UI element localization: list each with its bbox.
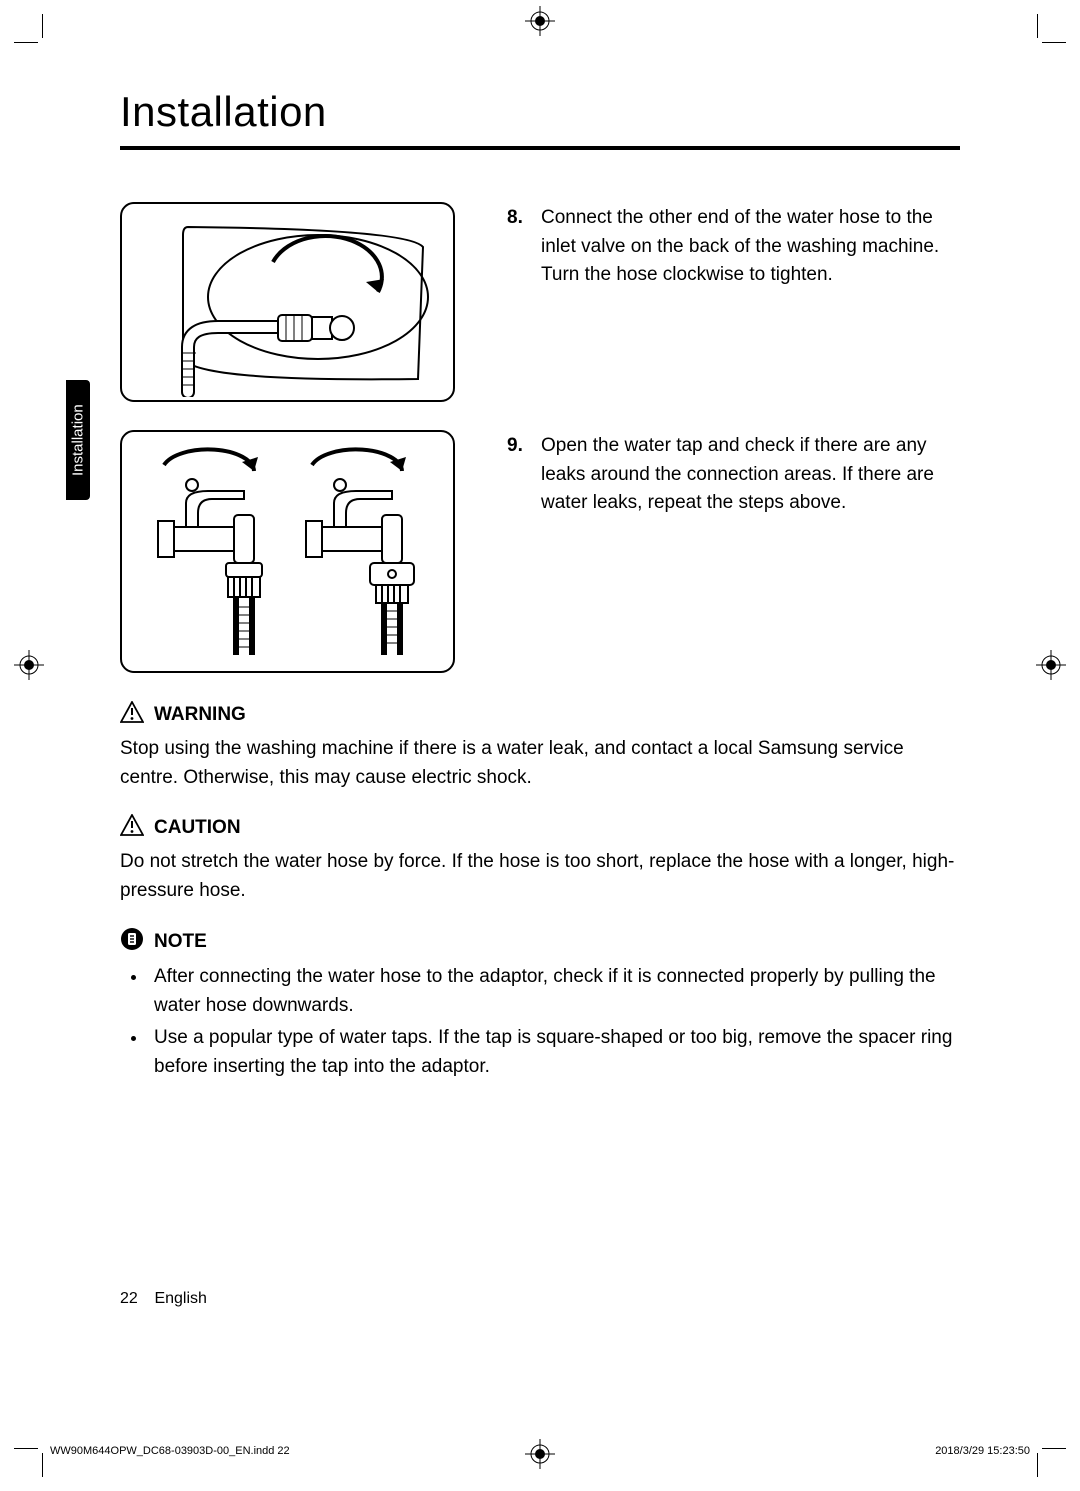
page-footer: 22 English	[120, 1290, 207, 1308]
registration-mark-icon	[525, 1439, 555, 1469]
registration-mark-icon	[525, 6, 555, 36]
warning-icon	[120, 701, 144, 729]
note-label: NOTE	[154, 931, 207, 953]
note-item: After connecting the water hose to the a…	[148, 963, 960, 1020]
note-list: After connecting the water hose to the a…	[120, 963, 960, 1081]
figure-water-taps	[120, 430, 455, 673]
page-title: Installation	[120, 88, 960, 150]
step-number: 8.	[507, 204, 529, 402]
note-item: Use a popular type of water taps. If the…	[148, 1024, 960, 1081]
registration-mark-icon	[14, 650, 44, 680]
figure-hose-to-inlet	[120, 202, 455, 402]
note-heading: NOTE	[120, 927, 960, 957]
caution-icon	[120, 814, 144, 842]
caution-heading: CAUTION	[120, 814, 960, 842]
step-body: Open the water tap and check if there ar…	[541, 432, 960, 673]
registration-mark-icon	[1036, 650, 1066, 680]
warning-body: Stop using the washing machine if there …	[120, 735, 960, 792]
warning-label: WARNING	[154, 704, 246, 726]
page-number: 22	[120, 1290, 150, 1308]
note-icon	[120, 927, 144, 957]
step-9: 9. Open the water tap and check if there…	[120, 430, 960, 673]
imprint-right: 2018/3/29 15:23:50	[935, 1445, 1030, 1457]
caution-label: CAUTION	[154, 817, 241, 839]
page-language: English	[154, 1290, 206, 1307]
warning-heading: WARNING	[120, 701, 960, 729]
imprint-left: WW90M644OPW_DC68-03903D-00_EN.indd 22	[50, 1445, 290, 1457]
step-8: 8. Connect the other end of the water ho…	[120, 202, 960, 402]
page-content: Installation	[120, 88, 960, 1348]
section-tab: Installation	[66, 380, 90, 500]
step-number: 9.	[507, 432, 529, 673]
caution-body: Do not stretch the water hose by force. …	[120, 848, 960, 905]
step-body: Connect the other end of the water hose …	[541, 204, 960, 402]
